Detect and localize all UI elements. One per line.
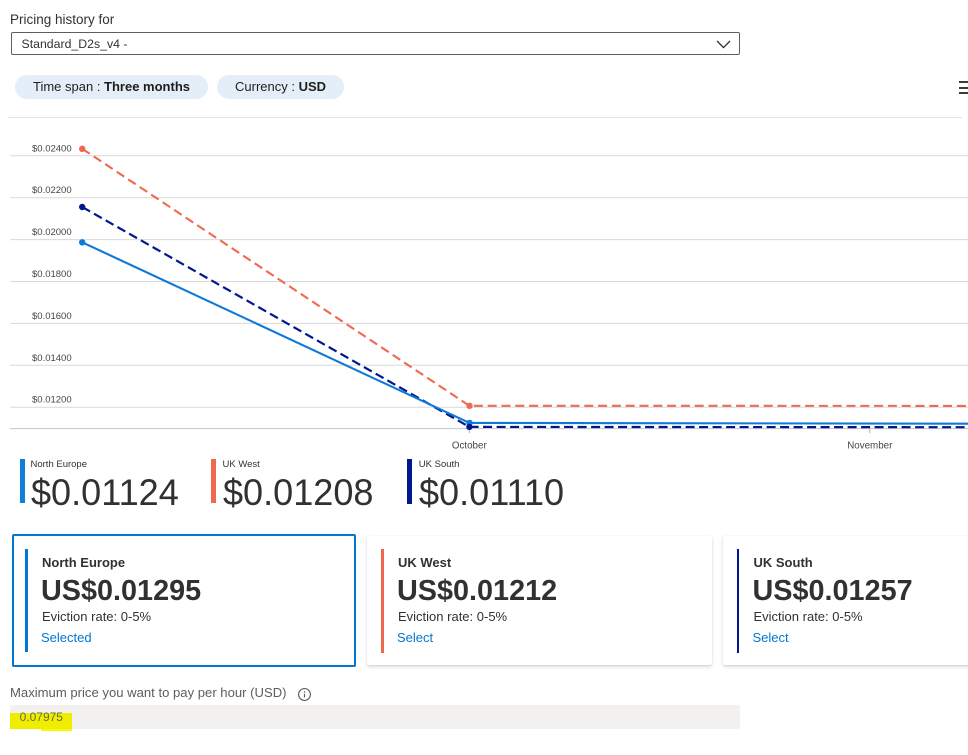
svg-text:$0.01400: $0.01400 [32, 353, 72, 364]
svg-text:$0.01200: $0.01200 [32, 395, 72, 406]
svg-text:$0.01800: $0.01800 [32, 269, 72, 280]
svg-text:November: November [847, 440, 893, 451]
svg-text:October: October [452, 440, 488, 451]
svg-text:$0.01600: $0.01600 [32, 311, 72, 322]
svg-text:$0.02000: $0.02000 [32, 227, 72, 238]
svg-text:$0.02400: $0.02400 [32, 143, 72, 154]
svg-text:$0.02200: $0.02200 [32, 185, 72, 196]
